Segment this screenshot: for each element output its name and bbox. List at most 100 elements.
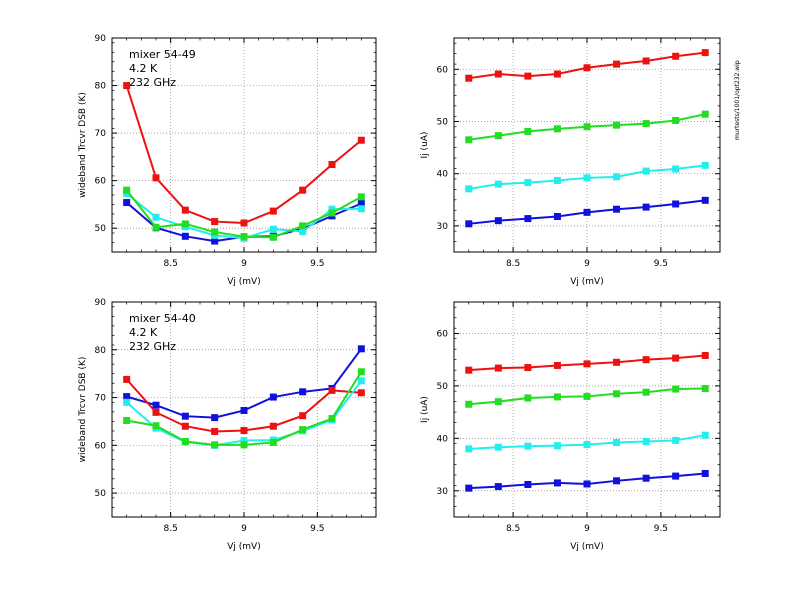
data-point <box>299 186 307 194</box>
panel-annotation: mixer 54-49 <box>129 48 196 61</box>
series-4 <box>123 186 365 241</box>
data-point <box>181 422 189 430</box>
data-point <box>613 173 621 181</box>
data-point <box>181 232 189 240</box>
data-point <box>123 82 131 90</box>
panel-annotation: 232 GHz <box>129 340 176 353</box>
data-point <box>152 174 160 182</box>
data-point <box>211 228 219 236</box>
data-point <box>524 394 532 402</box>
x-tick-label: 9 <box>241 259 247 269</box>
data-point <box>465 366 473 374</box>
data-point <box>672 116 680 124</box>
data-point <box>181 206 189 214</box>
data-point <box>613 205 621 213</box>
data-point <box>494 483 502 491</box>
data-point <box>299 426 307 434</box>
series-2 <box>465 385 709 408</box>
data-point <box>613 390 621 398</box>
data-point <box>524 364 532 372</box>
data-point <box>357 345 365 353</box>
x-axis-label: Vj (mV) <box>570 542 603 552</box>
series-4 <box>465 196 709 228</box>
series-line <box>125 85 362 225</box>
data-point <box>269 207 277 215</box>
data-point <box>269 225 277 233</box>
data-point <box>211 441 219 449</box>
data-point <box>465 74 473 82</box>
data-point <box>494 180 502 188</box>
data-point <box>613 121 621 129</box>
data-point <box>240 406 248 414</box>
data-point <box>152 422 160 430</box>
data-point <box>465 445 473 453</box>
y-tick-label: 40 <box>437 170 449 180</box>
data-point <box>524 127 532 135</box>
y-axis-label: Ij (uA) <box>420 132 430 159</box>
data-point <box>152 408 160 416</box>
data-point <box>211 237 219 245</box>
data-point <box>152 223 160 231</box>
data-point <box>269 393 277 401</box>
data-point <box>357 368 365 376</box>
data-point <box>328 209 336 217</box>
data-point <box>240 233 248 241</box>
data-point <box>701 49 709 57</box>
y-tick-label: 30 <box>437 222 449 232</box>
x-tick-label: 9.5 <box>654 259 668 269</box>
data-point <box>299 228 307 236</box>
data-point <box>328 205 336 213</box>
panel-annotation: 4.2 K <box>129 326 158 339</box>
y-tick-label: 80 <box>95 346 107 356</box>
data-point <box>328 415 336 423</box>
data-point <box>701 431 709 439</box>
data-point <box>357 193 365 201</box>
panel-annotation: mixer 54-40 <box>129 312 196 325</box>
data-point <box>583 441 591 449</box>
data-point <box>672 165 680 173</box>
data-point <box>701 110 709 118</box>
y-tick-label: 50 <box>437 118 449 128</box>
x-tick-label: 9 <box>241 524 247 534</box>
series-1 <box>123 82 365 227</box>
x-tick-label: 9.5 <box>654 524 668 534</box>
data-point <box>123 375 131 383</box>
series-4 <box>123 368 365 449</box>
data-point <box>240 219 248 227</box>
panel-annotation: 232 GHz <box>129 76 176 89</box>
data-point <box>613 477 621 485</box>
x-axis-label: Vj (mV) <box>227 542 260 552</box>
data-point <box>494 217 502 225</box>
data-point <box>524 179 532 187</box>
data-point <box>123 186 131 194</box>
data-point <box>181 412 189 420</box>
data-point <box>299 388 307 396</box>
chart-panel-2: 8.5 9 9.5 30 40 50 60 Vj (mV) Ij (uA) <box>420 37 721 287</box>
data-point <box>642 203 650 211</box>
y-tick-label: 50 <box>95 224 107 234</box>
y-tick-label: 60 <box>437 329 449 339</box>
chart-panel-3: 8.5 9 9.5 50 60 70 80 90 Vj (mV) wideband Trcvr D… <box>78 298 377 552</box>
y-tick-label: 90 <box>95 298 107 308</box>
y-tick-label: 70 <box>95 129 107 139</box>
data-point <box>211 218 219 226</box>
data-point <box>553 442 561 450</box>
data-point <box>642 474 650 482</box>
data-point <box>524 215 532 223</box>
data-point <box>328 160 336 168</box>
y-tick-label: 80 <box>95 82 107 92</box>
x-axis-label: Vj (mV) <box>227 277 260 287</box>
data-point <box>553 70 561 78</box>
data-point <box>357 377 365 385</box>
series-1 <box>465 351 709 374</box>
data-point <box>583 392 591 400</box>
data-point <box>642 388 650 396</box>
data-point <box>269 422 277 430</box>
data-point <box>613 439 621 447</box>
series-line <box>125 378 362 433</box>
data-point <box>240 441 248 449</box>
data-point <box>123 398 131 406</box>
data-point <box>269 233 277 241</box>
series-1 <box>465 49 709 82</box>
data-point <box>553 125 561 133</box>
